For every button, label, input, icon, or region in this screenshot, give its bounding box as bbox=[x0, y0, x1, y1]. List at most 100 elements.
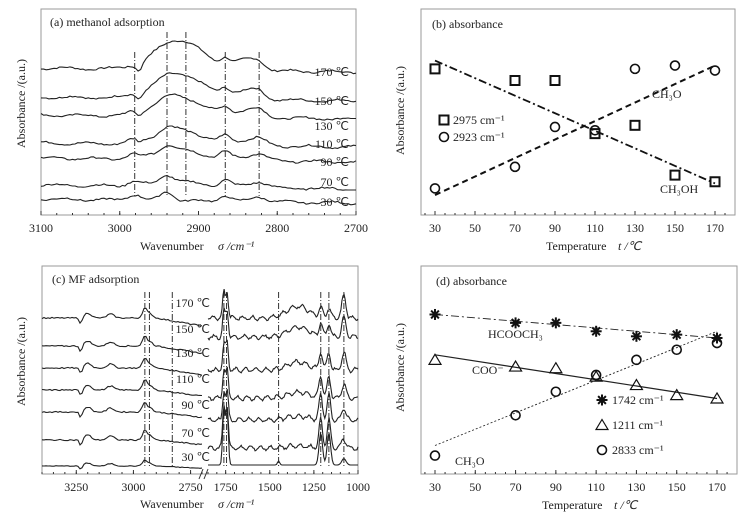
pb-xtick-label: 50 bbox=[469, 221, 481, 235]
panel-d-data-point-stroke bbox=[510, 318, 521, 328]
panel-d-title: (d) absorbance bbox=[436, 274, 507, 288]
panel-b-ylabel: Absorbance /(a.u.) bbox=[393, 66, 407, 155]
panel-d-trend-line bbox=[434, 354, 718, 400]
panel-c-ylabel: Absorbance /(a.u.) bbox=[14, 317, 28, 406]
panel-d-xlabel-symbol: t /℃ bbox=[614, 498, 639, 512]
panel-a-temperature-label: 90 ℃ bbox=[321, 155, 349, 169]
panel-d-data-point bbox=[429, 450, 441, 461]
panel-d-legend-marker bbox=[596, 444, 608, 456]
panel-a-xtick-label: 2700 bbox=[344, 221, 368, 235]
panel-a-spectrum-trace bbox=[40, 145, 357, 164]
pb-xtick-label: 150 bbox=[666, 221, 684, 235]
panel-c: (c) MF adsorption 3250 3000 2750 1750 1500 12… bbox=[14, 265, 370, 511]
panel-a-title: (a) methanol adsorption bbox=[50, 15, 165, 29]
panel-d-data-point bbox=[550, 386, 562, 398]
pb-xtick-label: 170 bbox=[706, 221, 724, 235]
pb-xtick-label: 110 bbox=[586, 221, 604, 235]
panel-c-xtick-label: 1000 bbox=[346, 480, 370, 494]
panel-d-legend-marker-stroke bbox=[597, 395, 607, 405]
panel-d-data-point-stroke bbox=[551, 318, 561, 328]
panel-c-temperature-label: 70 ℃ bbox=[182, 426, 210, 440]
panel-d-data-point bbox=[427, 353, 443, 365]
pd-xtick-label: 70 bbox=[510, 480, 522, 494]
panel-c-spectrum-trace-high bbox=[41, 459, 203, 470]
panel-d-data-point bbox=[630, 330, 642, 342]
panel-d-data-point bbox=[508, 359, 523, 372]
panel-b-data-point bbox=[629, 119, 641, 131]
panel-c-xtick-label: 3250 bbox=[64, 480, 88, 494]
panel-d: (d) absorbance 30 50 70 90 110 130 150 170 HCOO… bbox=[393, 265, 738, 512]
panel-a-xtick-label: 2900 bbox=[187, 221, 211, 235]
panel-d-trend-line bbox=[434, 330, 718, 446]
panel-b-data-point bbox=[589, 125, 601, 136]
panel-c-temperature-label: 170 ℃ bbox=[176, 296, 210, 310]
panel-b-data-point bbox=[549, 121, 561, 133]
panel-b-legend-marker bbox=[438, 114, 450, 126]
panel-c-temperature-label: 90 ℃ bbox=[182, 398, 210, 412]
pd-xtick-label: 30 bbox=[429, 480, 441, 494]
panel-b-legend-marker bbox=[438, 131, 450, 143]
panel-a-temperature-label: 110 ℃ bbox=[315, 137, 349, 151]
panel-a-frame bbox=[40, 8, 357, 216]
panel-b-data-point bbox=[709, 65, 721, 76]
panel-c-spectrum-trace-low bbox=[208, 407, 358, 466]
panel-d-data-point bbox=[510, 317, 522, 329]
panel-d-trend-label: CH₃O bbox=[455, 454, 485, 468]
panel-d-legend-label: 2833 cm⁻¹ bbox=[612, 443, 664, 457]
panel-b-trend-label: CH₃OH bbox=[660, 182, 699, 196]
pd-xtick-label: 150 bbox=[668, 480, 686, 494]
panel-a-temperature-label: 170 ℃ bbox=[315, 65, 349, 79]
panel-b-data-point bbox=[589, 128, 601, 140]
panel-c-xtick-label: 1750 bbox=[214, 480, 238, 494]
panel-a-spectrum-trace bbox=[40, 191, 357, 206]
panel-d-trend-label: HCOOCH₃ bbox=[488, 327, 543, 341]
panel-b-data-point bbox=[549, 75, 561, 86]
panel-c-xlabel: Wavenumber bbox=[140, 497, 204, 511]
panel-c-temperature-label: 130 ℃ bbox=[176, 346, 210, 360]
panel-c-xtick-label: 3000 bbox=[121, 480, 145, 494]
panel-c-spectrum-trace-low bbox=[207, 339, 359, 374]
panel-b-xlabel-symbol: t /℃ bbox=[618, 239, 643, 253]
panel-a-temperature-label: 130 ℃ bbox=[315, 119, 349, 133]
panel-b-trend-line bbox=[434, 59, 716, 185]
panel-b-trend-label: CH₃O bbox=[652, 87, 682, 101]
panel-b-data-point bbox=[509, 161, 521, 173]
panel-d-legend-marker bbox=[594, 418, 610, 431]
panel-b: (b) absorbance 30 50 70 90 110 130 150 170 CH₃O… bbox=[393, 8, 736, 253]
panel-b-data-point bbox=[669, 60, 681, 71]
panel-d-legend-label: 1742 cm⁻¹ bbox=[612, 393, 664, 407]
panel-c-axis-break bbox=[198, 468, 204, 480]
panel-b-data-point bbox=[429, 63, 441, 75]
panel-b-data-point bbox=[629, 63, 641, 75]
panel-d-data-point bbox=[590, 325, 602, 337]
panel-c-spectrum-trace-low bbox=[207, 307, 359, 341]
panel-c-spectrum-trace-low bbox=[207, 389, 359, 423]
panel-a-spectrum-trace bbox=[40, 93, 356, 121]
panel-d-data-point bbox=[669, 388, 684, 401]
panel-b-data-point bbox=[429, 183, 441, 194]
pb-xtick-label: 90 bbox=[549, 221, 561, 235]
panel-d-ylabel: Absorbance /(a.u.) bbox=[393, 323, 407, 412]
panel-c-spectrum-trace-high bbox=[41, 307, 203, 327]
panel-d-data-point bbox=[671, 344, 683, 356]
panel-d-data-point bbox=[550, 317, 562, 329]
panel-d-data-point bbox=[631, 354, 642, 366]
panel-d-data-point bbox=[629, 378, 644, 391]
panel-a-xtick-label: 2800 bbox=[265, 221, 289, 235]
panel-b-xlabel: Temperature bbox=[546, 239, 606, 253]
panel-b-trend-line bbox=[434, 64, 716, 196]
panel-c-spectrum-trace-high bbox=[41, 430, 203, 446]
panel-c-temperature-label: 30 ℃ bbox=[182, 450, 210, 464]
pd-xtick-label: 170 bbox=[708, 480, 726, 494]
panel-a-ylabel: Absorbance /(a.u.) bbox=[14, 59, 28, 148]
panel-b-data-point bbox=[669, 169, 681, 181]
panel-a-spectrum-trace bbox=[40, 174, 356, 191]
panel-c-spectrum-trace-high bbox=[41, 379, 203, 397]
panel-d-data-point bbox=[429, 308, 441, 320]
panel-d-data-point-stroke bbox=[430, 309, 440, 320]
panel-d-legend-label: 1211 cm⁻¹ bbox=[612, 418, 664, 432]
panel-d-data-point-stroke bbox=[591, 326, 601, 336]
panel-c-spectrum-trace-high bbox=[41, 335, 203, 355]
panel-c-title: (c) MF adsorption bbox=[52, 272, 139, 286]
